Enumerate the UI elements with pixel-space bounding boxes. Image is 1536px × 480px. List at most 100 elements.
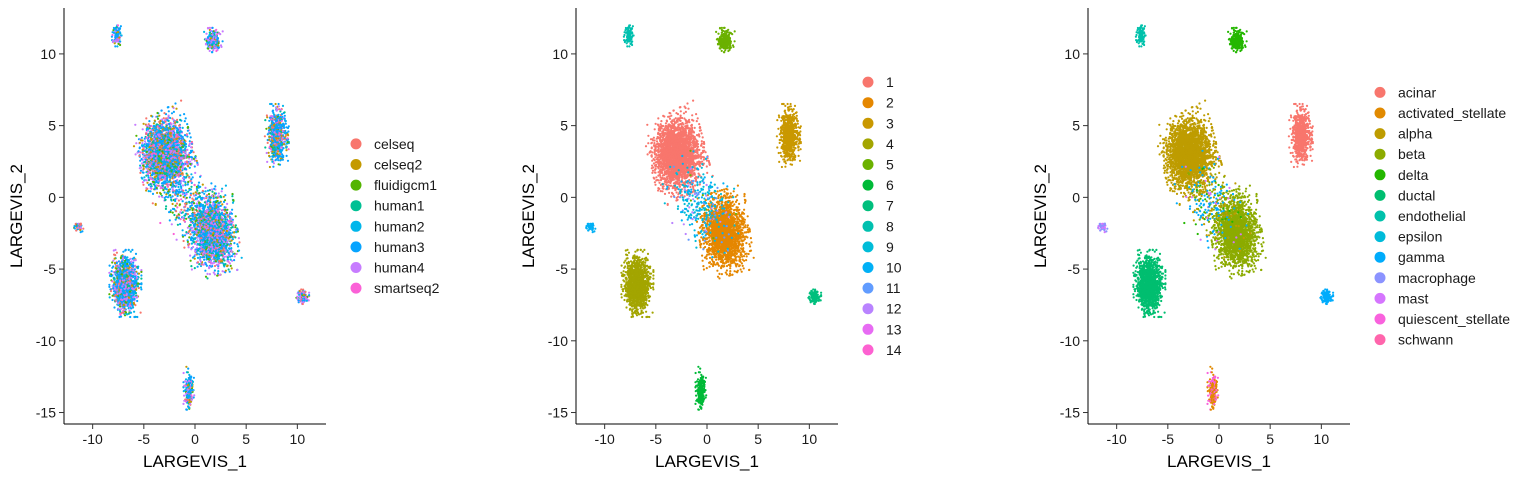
- data-point: [227, 232, 230, 235]
- points-layer: [73, 24, 311, 411]
- data-point: [194, 250, 197, 253]
- data-point: [165, 144, 168, 147]
- data-point: [203, 225, 206, 228]
- data-point: [154, 171, 157, 174]
- data-point: [172, 147, 176, 150]
- data-point: [215, 229, 218, 232]
- data-point: [147, 178, 151, 182]
- data-point: [165, 193, 168, 196]
- data-point: [204, 275, 208, 278]
- data-point: [154, 150, 157, 153]
- data-point: [205, 254, 208, 257]
- data-point: [158, 143, 161, 146]
- data-point: [176, 121, 179, 124]
- data-point: [154, 202, 157, 206]
- data-point: [172, 118, 175, 121]
- data-point: [221, 220, 224, 223]
- data-point: [150, 138, 153, 141]
- data-point: [154, 157, 157, 160]
- data-point: [153, 132, 156, 135]
- data-point: [215, 209, 218, 212]
- data-point: [206, 189, 210, 192]
- data-point: [177, 185, 180, 189]
- data-point: [163, 191, 166, 194]
- data-point: [152, 180, 155, 184]
- data-point: [159, 139, 162, 142]
- data-point: [138, 154, 141, 157]
- data-point: [233, 242, 236, 245]
- data-point: [191, 212, 194, 215]
- data-point: [156, 111, 159, 115]
- data-point: [152, 122, 155, 125]
- data-point: [181, 184, 185, 187]
- data-point: [206, 209, 209, 212]
- data-point: [145, 162, 148, 165]
- data-point: [213, 261, 216, 264]
- data-point: [196, 256, 200, 259]
- data-point: [190, 265, 193, 268]
- data-point: [209, 245, 212, 248]
- data-point: [211, 188, 214, 191]
- data-point: [173, 150, 176, 153]
- data-point: [150, 135, 153, 138]
- data-point: [238, 241, 241, 244]
- data-point: [213, 222, 217, 225]
- data-point: [230, 223, 233, 226]
- data-point: [186, 126, 189, 129]
- data-point: [165, 183, 168, 186]
- data-point: [217, 192, 220, 195]
- data-point: [157, 170, 160, 173]
- data-point: [176, 164, 180, 167]
- data-point: [139, 169, 143, 172]
- data-point: [212, 234, 215, 237]
- data-point: [222, 240, 225, 243]
- data-point: [178, 137, 181, 140]
- data-point: [155, 168, 159, 171]
- data-point: [210, 194, 214, 197]
- data-point: [171, 131, 175, 134]
- data-point: [230, 255, 234, 258]
- data-point: [154, 135, 158, 138]
- data-point: [136, 151, 139, 154]
- data-point: [188, 157, 191, 160]
- data-point: [179, 141, 182, 144]
- data-point: [164, 118, 167, 121]
- data-point: [189, 226, 192, 229]
- data-point: [186, 240, 189, 243]
- data-point: [215, 221, 218, 224]
- data-point: [173, 140, 176, 143]
- data-point: [171, 144, 174, 147]
- data-point: [184, 151, 187, 154]
- data-point: [162, 129, 165, 132]
- data-point: [182, 154, 185, 157]
- data-point: [145, 189, 148, 192]
- data-point: [181, 126, 184, 129]
- data-point: [157, 184, 160, 187]
- data-point: [235, 252, 238, 256]
- data-point: [158, 157, 161, 160]
- data-point: [208, 273, 211, 276]
- data-point: [150, 144, 153, 147]
- data-point: [147, 134, 150, 137]
- data-point: [231, 226, 234, 229]
- data-point: [140, 136, 143, 139]
- data-point: [237, 249, 241, 252]
- data-point: [230, 247, 233, 250]
- data-point: [186, 161, 189, 164]
- data-point: [206, 231, 209, 234]
- data-point: [168, 122, 171, 125]
- data-point: [214, 254, 217, 257]
- data-point: [206, 238, 209, 242]
- data-point: [221, 249, 224, 252]
- data-point: [149, 190, 152, 193]
- data-point: [158, 125, 161, 128]
- data-point: [164, 148, 167, 152]
- data-point: [202, 255, 205, 259]
- data-point: [196, 228, 199, 231]
- data-point: [224, 184, 227, 187]
- data-point: [174, 126, 177, 129]
- data-point: [147, 139, 150, 142]
- data-point: [227, 268, 230, 271]
- data-point: [158, 114, 161, 117]
- data-point: [112, 259, 115, 262]
